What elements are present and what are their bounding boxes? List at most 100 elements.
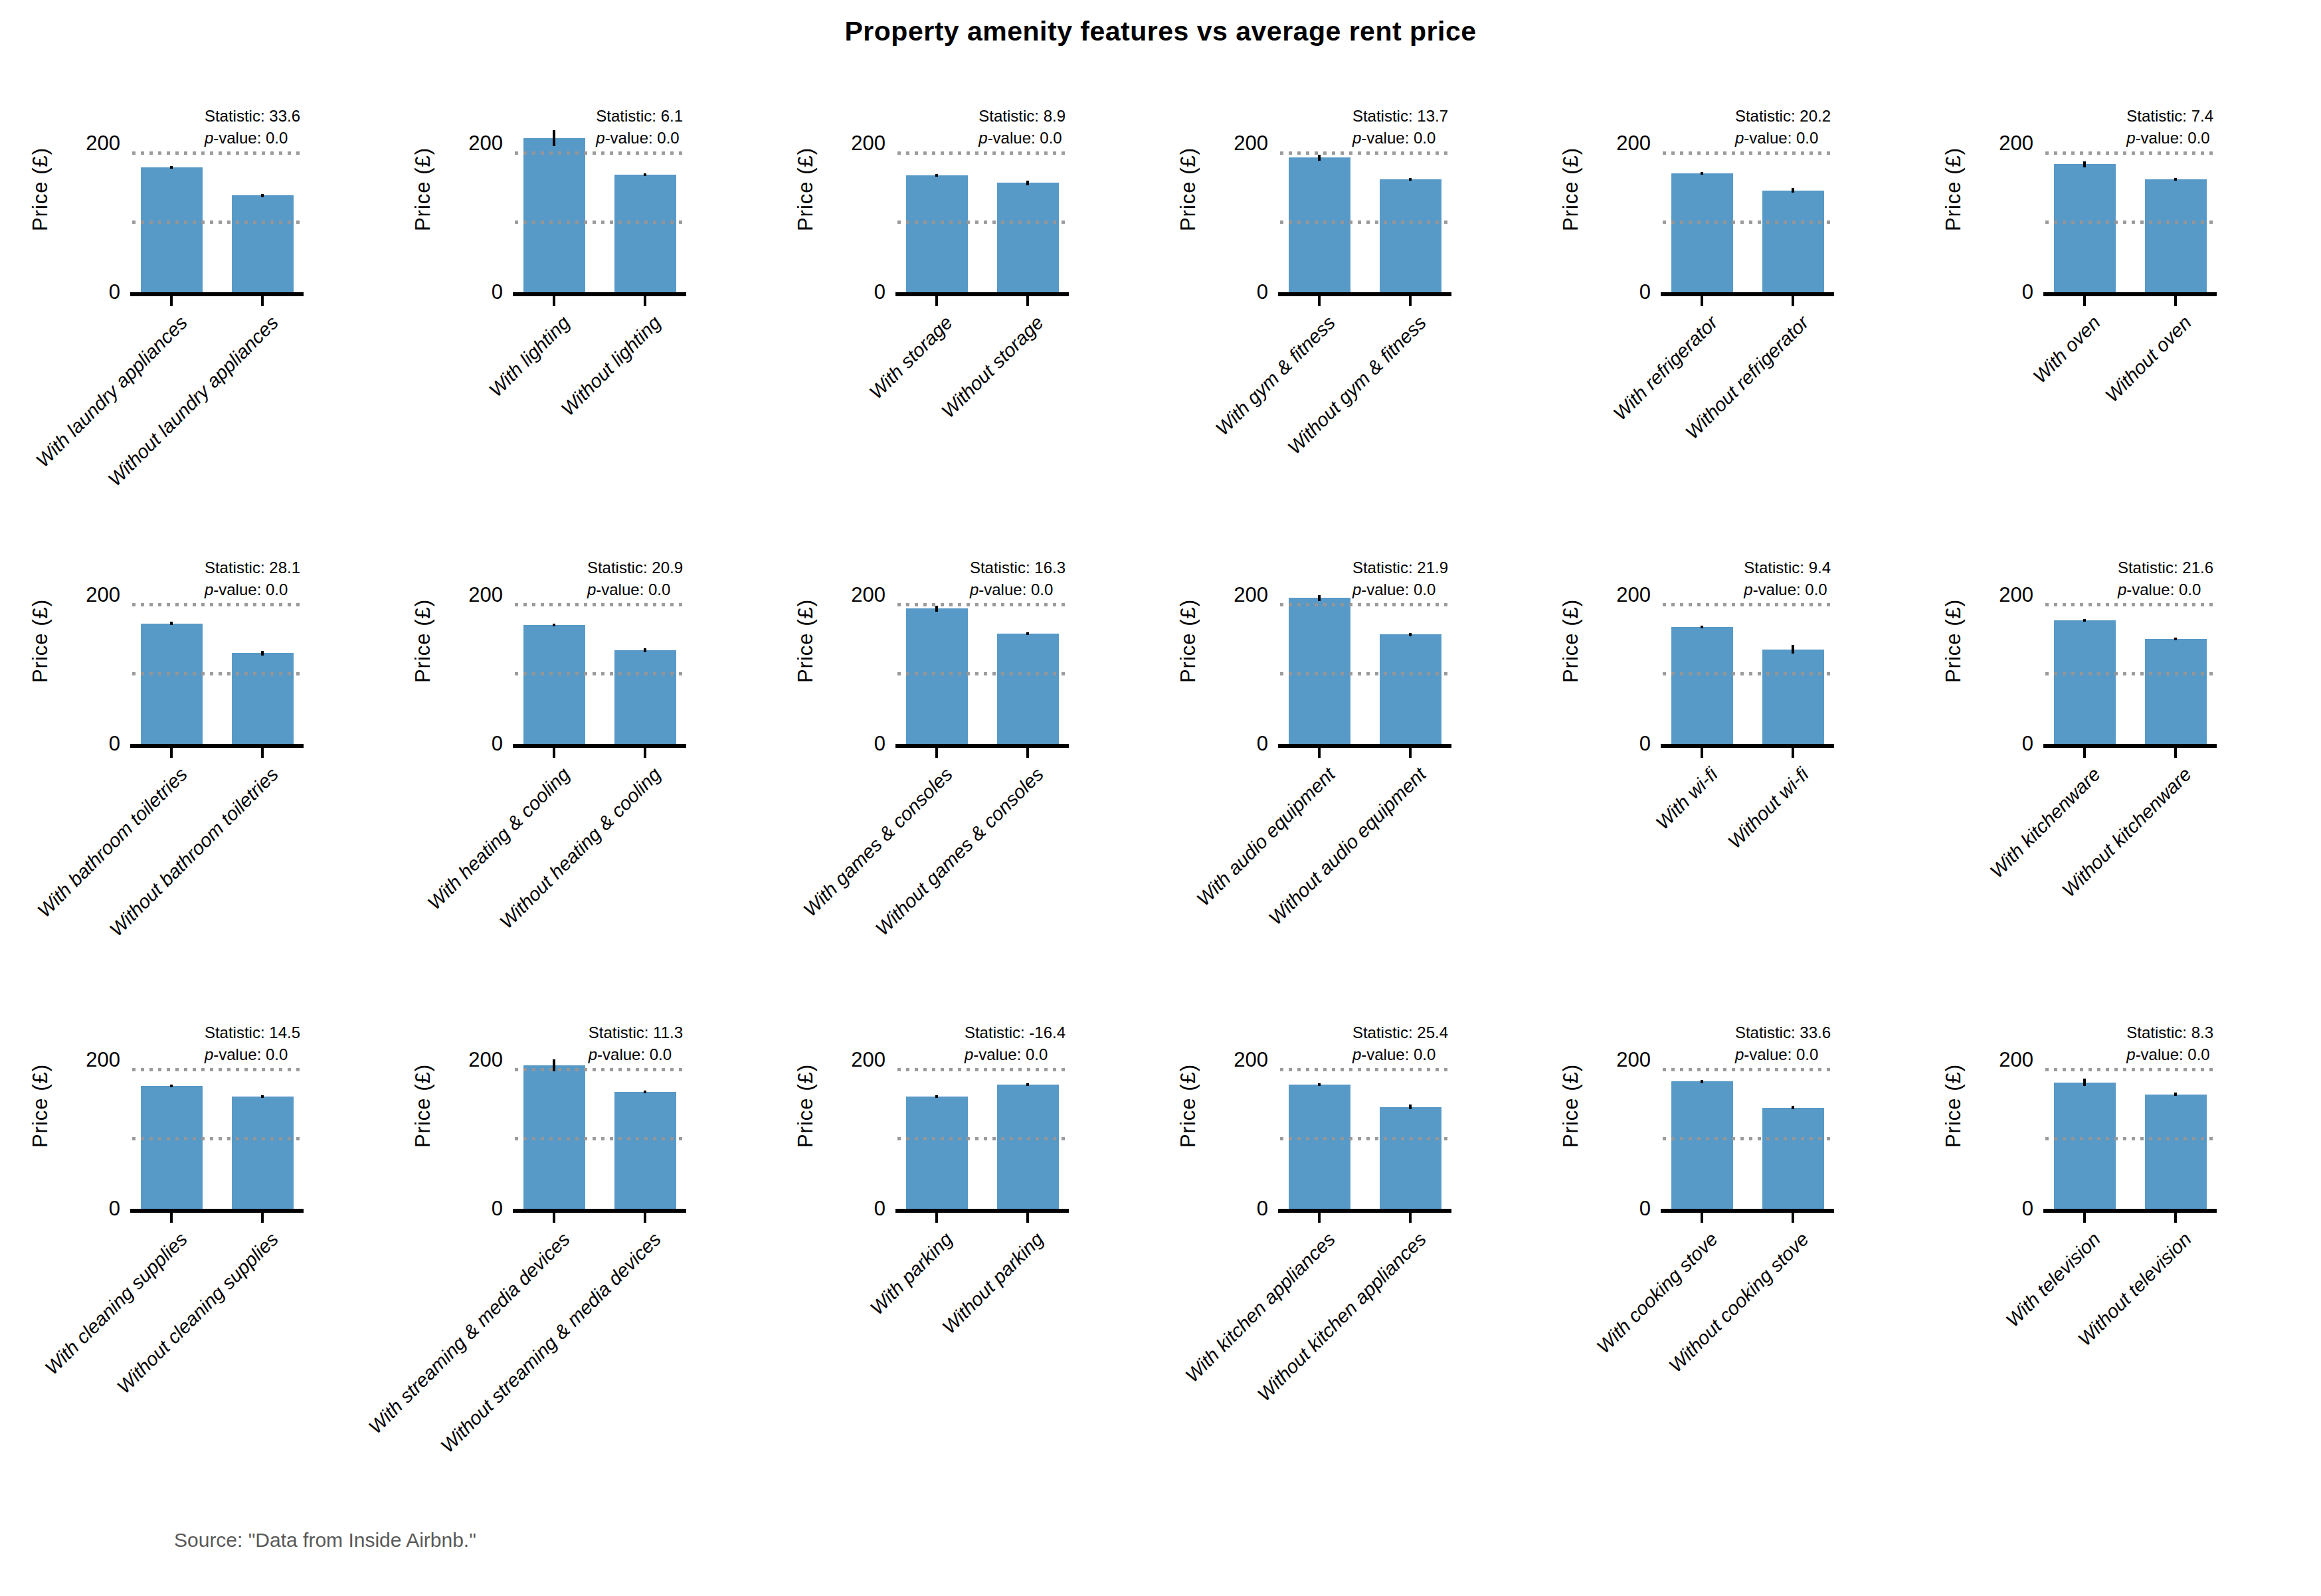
- p-symbol: p: [970, 580, 978, 598]
- x-axis-line: [895, 1209, 1069, 1213]
- dotted-gridline: [897, 1068, 1067, 1071]
- source-note: Source: "Data from Inside Airbnb.": [174, 1529, 476, 1552]
- error-bar: [1701, 626, 1703, 628]
- statistic-prefix: Statistic:: [205, 107, 269, 125]
- y-axis-label: Price (£): [29, 147, 52, 231]
- bar-without: [2145, 1095, 2207, 1209]
- p-value-line: p-value: 0.0: [205, 1043, 300, 1065]
- bar-with: [2054, 164, 2116, 292]
- p-value: 0.0: [657, 129, 679, 147]
- y-tick-label: 0: [1564, 281, 1651, 304]
- subplot-gym-fitness: With gym & fitnessWithout gym & fitness0…: [1280, 86, 1449, 292]
- bar-without: [1762, 1108, 1824, 1209]
- p-symbol: p: [1735, 1045, 1744, 1063]
- p-symbol: p: [2126, 1045, 2135, 1063]
- statistic-line: Statistic: 21.9: [1352, 557, 1448, 578]
- x-axis-line: [1661, 292, 1834, 296]
- y-tick-label: 0: [799, 1197, 885, 1220]
- x-tick: [2174, 748, 2177, 758]
- error-bar: [1792, 1106, 1794, 1108]
- p-value: 0.0: [648, 580, 670, 598]
- x-tick: [2083, 748, 2086, 758]
- p-value-suffix: -value:: [978, 580, 1031, 598]
- bar-without: [232, 653, 294, 744]
- y-axis-label: Price (£): [1559, 599, 1583, 683]
- subplot-television: With televisionWithout television0200Pri…: [2045, 1003, 2215, 1209]
- y-tick-label: 0: [1182, 281, 1268, 304]
- statistic-line: Statistic: 25.4: [1352, 1021, 1448, 1043]
- statistic-line: Statistic: 9.4: [1744, 557, 1831, 578]
- statistic-value: -16.4: [1029, 1023, 1066, 1041]
- y-axis-label: Price (£): [411, 599, 435, 683]
- p-value: 0.0: [1031, 580, 1053, 598]
- p-value-line: p-value: 0.0: [587, 578, 683, 600]
- p-value-line: p-value: 0.0: [1352, 127, 1448, 149]
- bar-with: [141, 167, 203, 292]
- stat-annotation: Statistic: 13.7p-value: 0.0: [1352, 105, 1448, 149]
- statistic-prefix: Statistic:: [965, 1023, 1029, 1041]
- x-tick: [2174, 1213, 2177, 1223]
- statistic-prefix: Statistic:: [2118, 559, 2182, 576]
- statistic-prefix: Statistic:: [2126, 107, 2191, 125]
- y-tick-label: 0: [1947, 281, 2033, 304]
- statistic-line: Statistic: 21.6: [2118, 557, 2213, 578]
- bar-without: [614, 1092, 676, 1209]
- p-value-suffix: -value:: [213, 1045, 266, 1063]
- x-tick: [644, 1213, 646, 1223]
- dotted-gridline: [132, 221, 302, 224]
- x-axis-line: [2043, 1209, 2217, 1213]
- statistic-value: 21.6: [2182, 559, 2213, 576]
- statistic-prefix: Statistic:: [978, 107, 1043, 125]
- p-value-line: p-value: 0.0: [1352, 1043, 1448, 1065]
- p-value: 0.0: [2179, 580, 2201, 598]
- p-value-line: p-value: 0.0: [2118, 578, 2213, 600]
- statistic-line: Statistic: 16.3: [970, 557, 1066, 578]
- x-axis-line: [513, 1209, 686, 1213]
- error-bar: [935, 606, 938, 612]
- x-axis-line: [130, 1209, 304, 1213]
- bar-with: [906, 608, 968, 744]
- p-value-line: p-value: 0.0: [965, 1043, 1066, 1065]
- statistic-value: 14.5: [269, 1023, 300, 1041]
- stat-annotation: Statistic: 8.9p-value: 0.0: [978, 105, 1066, 149]
- statistic-value: 6.1: [661, 107, 683, 125]
- statistic-prefix: Statistic:: [205, 1023, 269, 1041]
- statistic-value: 28.1: [269, 559, 300, 576]
- x-axis-line: [1278, 1209, 1451, 1213]
- p-symbol: p: [1744, 580, 1752, 598]
- dotted-gridline: [2045, 1068, 2215, 1071]
- error-bar: [1318, 595, 1321, 601]
- statistic-line: Statistic: 14.5: [205, 1021, 300, 1043]
- stat-annotation: Statistic: 9.4p-value: 0.0: [1744, 557, 1831, 600]
- x-axis-line: [1661, 744, 1834, 748]
- error-bar: [1409, 633, 1412, 636]
- subplot-oven: With ovenWithout oven0200Price (£)Statis…: [2045, 86, 2215, 292]
- error-bar: [170, 1085, 173, 1087]
- dotted-gridline: [132, 603, 302, 606]
- bar-without: [997, 183, 1059, 292]
- statistic-line: Statistic: 11.3: [589, 1021, 683, 1043]
- p-value-suffix: -value:: [596, 580, 648, 598]
- error-bar: [553, 1059, 555, 1071]
- p-value-suffix: -value:: [1361, 1045, 1414, 1063]
- dotted-gridline: [515, 603, 684, 606]
- statistic-line: Statistic: 20.9: [587, 557, 683, 578]
- p-value: 0.0: [1040, 129, 1062, 147]
- error-bar: [935, 1095, 938, 1098]
- error-bar: [2083, 1079, 2086, 1086]
- p-value-suffix: -value:: [988, 129, 1040, 147]
- stat-annotation: Statistic: 25.4p-value: 0.0: [1352, 1021, 1448, 1065]
- statistic-value: 13.7: [1417, 107, 1448, 125]
- error-bar: [261, 651, 264, 656]
- statistic-prefix: Statistic:: [970, 559, 1034, 576]
- y-tick-label: 0: [1182, 1197, 1268, 1220]
- statistic-prefix: Statistic:: [2126, 1023, 2191, 1041]
- statistic-line: Statistic: 6.1: [596, 105, 683, 127]
- p-value: 0.0: [1796, 1045, 1818, 1063]
- p-value-line: p-value: 0.0: [2126, 1043, 2213, 1065]
- stat-annotation: Statistic: 28.1p-value: 0.0: [205, 557, 300, 600]
- y-axis-label: Price (£): [794, 599, 818, 683]
- error-bar: [553, 130, 555, 147]
- error-bar: [1026, 181, 1029, 185]
- stat-annotation: Statistic: 20.2p-value: 0.0: [1735, 105, 1831, 149]
